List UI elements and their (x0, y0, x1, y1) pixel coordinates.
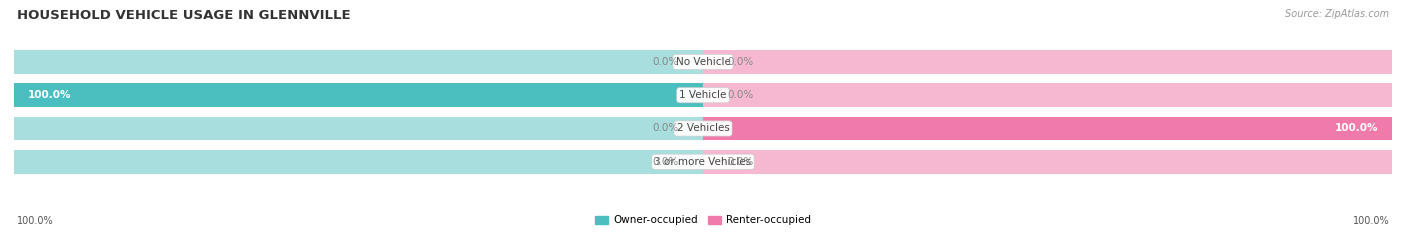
Bar (703, 50, 1392, 74)
Text: 0.0%: 0.0% (727, 57, 754, 67)
Text: 0.0%: 0.0% (727, 90, 754, 100)
Text: 3 or more Vehicles: 3 or more Vehicles (654, 157, 752, 167)
Text: Source: ZipAtlas.com: Source: ZipAtlas.com (1285, 9, 1389, 19)
Bar (14, 83, 703, 107)
Text: 100.0%: 100.0% (28, 90, 72, 100)
Text: 100.0%: 100.0% (17, 216, 53, 226)
Text: 0.0%: 0.0% (652, 157, 679, 167)
Text: 100.0%: 100.0% (1334, 123, 1378, 134)
Text: 0.0%: 0.0% (652, 57, 679, 67)
Text: 0.0%: 0.0% (652, 123, 679, 134)
Bar (14, 150, 703, 174)
Bar (703, 116, 1392, 140)
Text: No Vehicle: No Vehicle (675, 57, 731, 67)
Text: 100.0%: 100.0% (1353, 216, 1389, 226)
Bar (14, 50, 703, 74)
Legend: Owner-occupied, Renter-occupied: Owner-occupied, Renter-occupied (591, 211, 815, 230)
Bar (703, 116, 1392, 140)
Bar (703, 83, 1392, 107)
Text: 0.0%: 0.0% (727, 157, 754, 167)
Bar (14, 116, 703, 140)
Bar (703, 150, 1392, 174)
Text: 2 Vehicles: 2 Vehicles (676, 123, 730, 134)
Text: 1 Vehicle: 1 Vehicle (679, 90, 727, 100)
Text: HOUSEHOLD VEHICLE USAGE IN GLENNVILLE: HOUSEHOLD VEHICLE USAGE IN GLENNVILLE (17, 9, 350, 22)
Bar (14, 83, 703, 107)
